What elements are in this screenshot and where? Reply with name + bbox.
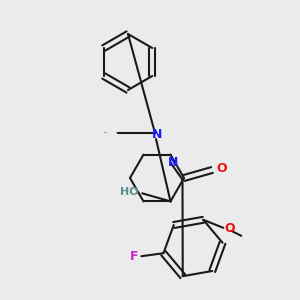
- Text: O: O: [224, 222, 235, 235]
- Text: O: O: [216, 161, 226, 175]
- Text: N: N: [152, 128, 162, 140]
- Text: F: F: [130, 250, 139, 263]
- Text: methyl: methyl: [116, 132, 121, 133]
- Text: methyl: methyl: [104, 132, 109, 133]
- Text: N: N: [168, 156, 179, 169]
- Text: HO: HO: [120, 188, 139, 197]
